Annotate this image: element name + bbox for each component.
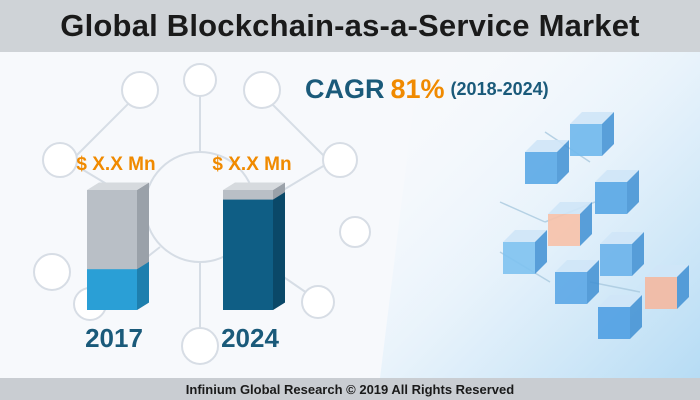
bar-fill-side xyxy=(137,261,149,310)
bar-value-label: $ X.X Mn xyxy=(212,154,291,175)
cube-icon xyxy=(570,112,614,156)
cube-icon xyxy=(555,260,599,304)
title-bar: Global Blockchain-as-a-Service Market xyxy=(0,0,700,52)
cube-icon xyxy=(598,295,642,339)
cube-icon xyxy=(600,232,644,276)
bar-category-label: 2017 xyxy=(85,323,143,353)
cagr-period: (2018-2024) xyxy=(450,79,549,99)
bar-fill-front xyxy=(87,269,137,310)
cube-icon xyxy=(645,265,689,309)
cube-icon xyxy=(595,170,639,214)
copyright-footer: Infinium Global Research © 2019 All Righ… xyxy=(185,381,515,397)
bar-fill-front xyxy=(223,199,273,310)
bar-value-label: $ X.X Mn xyxy=(76,154,155,175)
bar-track-top xyxy=(87,182,149,190)
cube-icon xyxy=(525,140,569,184)
cube-icon xyxy=(548,202,592,246)
bar-fill-side xyxy=(273,192,285,310)
cube-icon xyxy=(503,230,547,274)
bar-chart: $ X.X Mn 2017 $ X.X Mn 2024 xyxy=(76,112,689,353)
bar-2017: $ X.X Mn 2017 xyxy=(76,154,155,353)
bar-category-label: 2024 xyxy=(221,323,279,353)
page-title: Global Blockchain-as-a-Service Market xyxy=(60,8,640,43)
footer-bar: Infinium Global Research © 2019 All Righ… xyxy=(0,378,700,400)
blockchain-cubes-illustration xyxy=(503,112,689,339)
bar-track-top xyxy=(223,182,285,190)
bar-2024: $ X.X Mn 2024 xyxy=(212,154,291,353)
cagr-label: CAGR xyxy=(305,74,385,104)
cagr-value: 81% xyxy=(390,74,445,104)
cagr-annotation: CAGR 81% (2018-2024) xyxy=(305,74,549,105)
